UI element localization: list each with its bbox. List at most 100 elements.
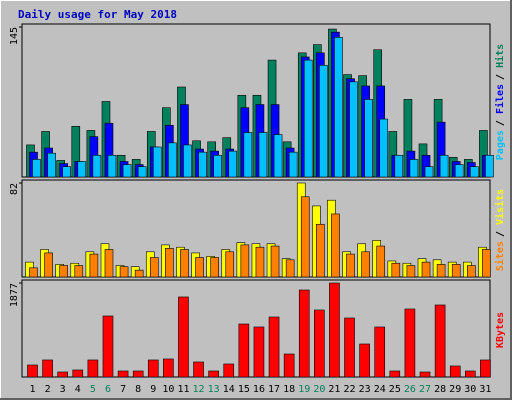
bar [149,257,159,278]
bar [331,213,340,278]
chart-title: Daily usage for May 2018 [18,8,177,21]
bar [283,353,295,378]
x-tick-label: 30 [464,384,476,395]
x-tick-label: 21 [328,384,340,395]
legend-separator: / [495,231,506,237]
bar [404,308,416,378]
x-tick-label: 27 [419,384,431,395]
bar [467,265,476,278]
x-tick-label: 7 [120,384,126,395]
bar [364,99,373,178]
bar [319,64,328,178]
legend: Sites / Visits [494,189,506,271]
bar [485,154,494,178]
bar [349,81,358,178]
bar [183,144,192,178]
x-tick-label: 18 [283,384,295,395]
x-tick-label: 2 [45,384,51,395]
bar [379,118,389,178]
bar [102,315,114,378]
bar [117,370,129,378]
bar [77,161,87,178]
bar [391,262,401,278]
bar [122,164,132,178]
x-tick-label: 1 [29,384,35,395]
bar [193,361,204,378]
bar [268,316,280,378]
bar [288,151,298,178]
bar [165,248,174,278]
x-tick-label: 25 [389,384,401,395]
bar [223,363,235,378]
bar [195,257,204,278]
legend-separator: / [495,120,506,126]
bar [89,253,99,278]
x-tick-label: 20 [313,384,325,395]
bar [32,159,41,178]
bar [285,259,295,278]
x-tick-label: 9 [150,384,156,395]
bar [409,159,419,178]
bar [314,309,325,378]
x-tick-label: 19 [298,384,310,395]
bar [434,304,446,378]
x-tick-label: 4 [75,384,81,395]
bar [59,265,68,278]
bar [92,154,102,178]
bar [376,245,386,278]
bar [137,166,147,178]
bar [465,370,476,378]
bar [225,251,235,278]
bar [134,269,144,278]
bar [298,289,310,378]
bar [270,245,280,278]
bar [255,246,265,278]
bar [119,266,129,278]
x-tick-label: 14 [223,384,235,395]
bar [228,150,238,178]
bar [240,244,250,278]
legend-entry: Pages [495,130,506,160]
bar [72,369,84,378]
bar [210,257,219,278]
y-tick-label: 145 [9,27,20,45]
bar [329,282,340,378]
bar [361,251,370,278]
bar [163,358,174,378]
bar [480,359,491,378]
y-tick-label: 82 [9,183,20,195]
bar [394,154,404,178]
bar [238,323,250,378]
bar [57,371,68,378]
bar [253,326,265,378]
x-tick-label: 12 [193,384,205,395]
bar [213,154,222,178]
bar [406,265,416,278]
bar [419,371,431,378]
bar [62,166,71,178]
x-tick-label: 11 [177,384,189,395]
bar [346,253,355,278]
legend: Pages / Files / Hits [494,44,506,160]
legend-separator: / [495,74,506,80]
bar [198,151,207,178]
bar [303,59,313,178]
x-tick-label: 3 [60,384,66,395]
bar [147,359,159,378]
bar [389,370,401,378]
legend-entry: Hits [494,44,506,68]
bar [87,359,99,378]
x-tick-label: 6 [105,384,111,395]
bar [44,252,53,278]
y-tick-label: 1877 [9,283,20,307]
x-tick-label: 13 [208,384,220,395]
bar [74,265,84,278]
bar [132,370,144,378]
bar [178,296,189,378]
legend: KBytes [495,312,506,348]
bar [334,37,343,178]
bar [374,326,386,378]
x-tick-label: 24 [374,384,386,395]
